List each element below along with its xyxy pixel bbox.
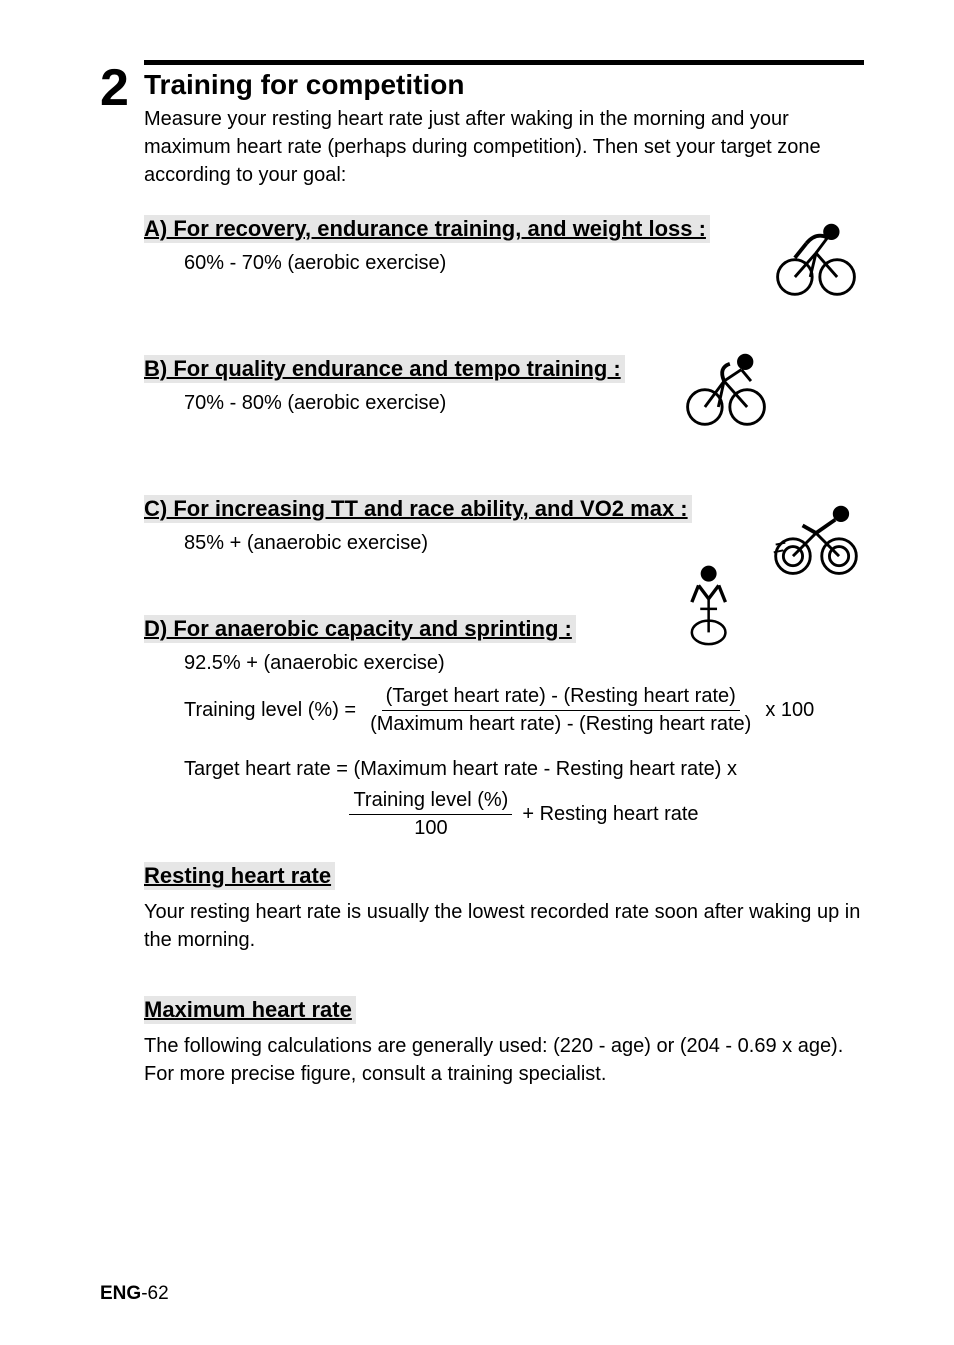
footer-bold: ENG — [100, 1283, 141, 1304]
resting-para: Your resting heart rate is usually the l… — [144, 898, 864, 954]
cyclist-casual-icon — [768, 205, 864, 301]
max-heading: Maximum heart rate — [144, 996, 356, 1024]
goal-c-line: 85% + (anaerobic exercise) — [184, 529, 864, 557]
section-intro: Measure your resting heart rate just aft… — [144, 105, 864, 189]
training-level-formula: Training level (%) = (Target heart rate)… — [184, 683, 864, 738]
formula1-tail: x 100 — [765, 699, 814, 722]
cyclist-road-icon — [678, 335, 774, 431]
goal-b-heading: B) For quality endurance and tempo train… — [144, 355, 625, 383]
formula1-den: (Maximum heart rate) - (Resting heart ra… — [366, 711, 755, 738]
max-block: Maximum heart rate The following calcula… — [144, 996, 864, 1088]
cyclist-tt-icon — [768, 487, 864, 583]
footer-rest: -62 — [141, 1283, 168, 1304]
goal-b-block: B) For quality endurance and tempo train… — [144, 355, 864, 445]
formula2-num: Training level (%) — [349, 787, 512, 815]
formula1-fraction: (Target heart rate) - (Resting heart rat… — [366, 683, 755, 738]
goal-d-block: D) For anaerobic capacity and sprinting … — [144, 615, 864, 842]
cyclist-sprint-icon — [670, 555, 754, 651]
page-footer: ENG-62 — [100, 1283, 169, 1305]
section-title: Training for competition — [144, 69, 864, 101]
formula2-tail: + Resting heart rate — [522, 803, 698, 826]
formula2-line1: Target heart rate = (Maximum heart rate … — [184, 758, 864, 781]
goal-a-heading: A) For recovery, endurance training, and… — [144, 215, 710, 243]
max-para: The following calculations are generally… — [144, 1032, 864, 1088]
goal-c-block: C) For increasing TT and race ability, a… — [144, 495, 864, 585]
goal-c-heading: C) For increasing TT and race ability, a… — [144, 495, 692, 523]
goal-d-line: 92.5% + (anaerobic exercise) — [184, 649, 864, 677]
goal-d-heading: D) For anaerobic capacity and sprinting … — [144, 615, 576, 643]
formula1-num: (Target heart rate) - (Resting heart rat… — [382, 683, 740, 711]
resting-block: Resting heart rate Your resting heart ra… — [144, 862, 864, 954]
resting-heading: Resting heart rate — [144, 862, 335, 890]
target-hr-formula: Target heart rate = (Maximum heart rate … — [184, 758, 864, 842]
formula2-den: 100 — [410, 815, 451, 842]
goal-a-block: A) For recovery, endurance training, and… — [144, 215, 864, 305]
section-rule — [144, 60, 864, 65]
section-number: 2 — [100, 62, 129, 114]
formula2-fraction: Training level (%) 100 — [349, 787, 512, 842]
goal-a-line: 60% - 70% (aerobic exercise) — [184, 249, 864, 277]
formula1-lhs: Training level (%) = — [184, 699, 356, 722]
